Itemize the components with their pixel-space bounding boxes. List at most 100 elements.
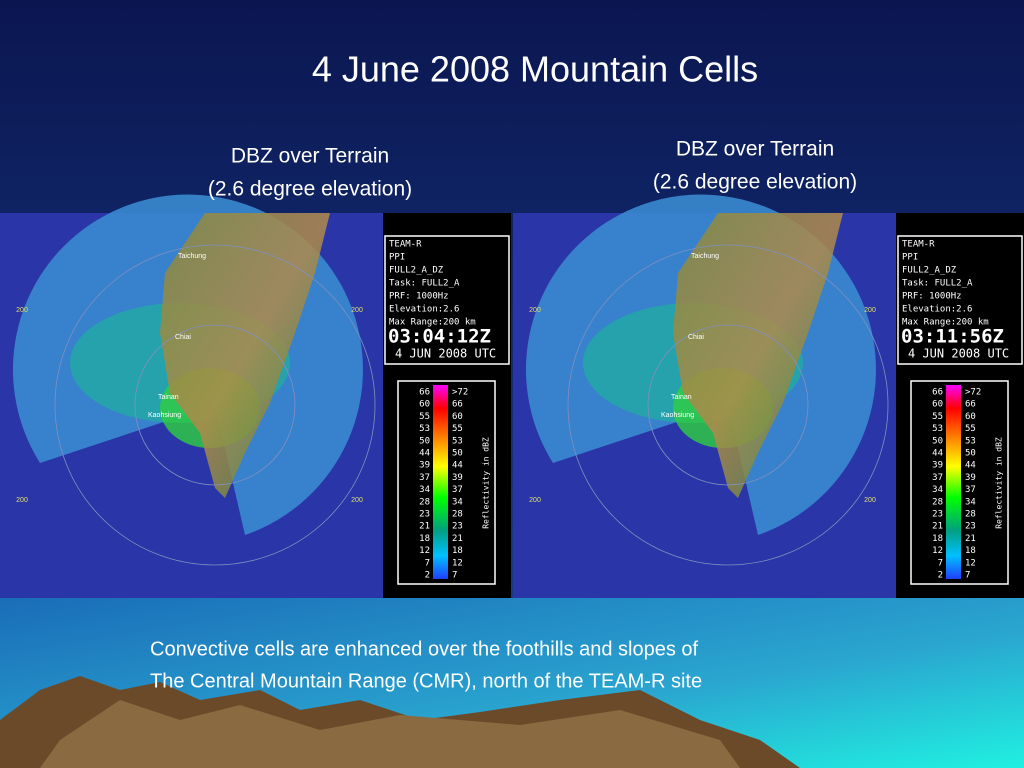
info-line: Elevation:2.6: [389, 305, 459, 315]
scale-label: 53: [965, 436, 976, 446]
scale-label: 34: [965, 497, 976, 507]
map-label: Chiai: [175, 334, 191, 341]
color-scale: [433, 385, 448, 579]
range-ring: [647, 324, 809, 486]
scale-label: 39: [419, 461, 430, 471]
range-ring: [567, 244, 889, 566]
mountains-front: [40, 700, 740, 768]
radar-panel: 200 200 200 200 Taichung Chiai Tainan Kaohsiung…: [513, 194, 1024, 598]
scale-label: 53: [932, 424, 943, 434]
info-line: Task: FULL2_A: [389, 279, 460, 289]
scale-title: Reflectivity in dBZ: [482, 437, 491, 529]
panel-caption: DBZ over Terrain: [676, 138, 834, 161]
info-line: TEAM-R: [389, 240, 422, 250]
scale-label: 21: [965, 534, 976, 544]
scale-label: 50: [965, 449, 976, 459]
scale-label: 28: [965, 510, 976, 520]
scale-label: 2: [425, 571, 430, 581]
scale-label: 23: [965, 522, 976, 532]
info-box: [384, 235, 510, 365]
scale-label: 21: [932, 522, 943, 532]
scale-label: 53: [419, 424, 430, 434]
scan-time: 03:04:12Z: [388, 326, 491, 348]
scale-label: 34: [419, 485, 430, 495]
scale-label: 37: [452, 485, 463, 495]
scale-label: 28: [932, 497, 943, 507]
scale-label: 39: [932, 461, 943, 471]
scale-label: 66: [419, 388, 430, 398]
range-ring: [134, 324, 296, 486]
map-label: Chiai: [688, 334, 704, 341]
slide-title: 4 June 2008 Mountain Cells: [312, 49, 758, 90]
scale-label: 55: [932, 412, 943, 422]
panel-caption: (2.6 degree elevation): [208, 178, 412, 201]
scale-label: 55: [419, 412, 430, 422]
scale-label: 39: [452, 473, 463, 483]
range-label: 200: [864, 307, 876, 314]
scale-label: >72: [965, 388, 981, 398]
scale-label: 53: [452, 436, 463, 446]
map-label: Tainan: [158, 394, 179, 401]
scale-title: Reflectivity in dBZ: [995, 437, 1004, 529]
info-line: Max Range:200 km: [902, 318, 989, 328]
scale-label: 60: [419, 400, 430, 410]
scale-label: 23: [419, 510, 430, 520]
scale-label: 2: [938, 571, 943, 581]
scan-date: 4 JUN 2008 UTC: [908, 347, 1009, 361]
scale-label: 12: [965, 558, 976, 568]
range-ring: [54, 244, 376, 566]
panel-caption: DBZ over Terrain: [231, 145, 389, 168]
info-line: Max Range:200 km: [389, 318, 476, 328]
range-label: 200: [529, 307, 541, 314]
terrain: [673, 213, 843, 498]
scale-label: 60: [965, 412, 976, 422]
scale-label: 37: [965, 485, 976, 495]
panel-caption: (2.6 degree elevation): [653, 171, 857, 194]
scale-label: 66: [965, 400, 976, 410]
scale-label: 12: [452, 558, 463, 568]
scale-label: 50: [419, 436, 430, 446]
scale-label: 7: [938, 558, 943, 568]
info-line: PPI: [902, 253, 918, 263]
info-line: FULL2_A_DZ: [389, 266, 444, 276]
scale-label: 37: [932, 473, 943, 483]
scale-label: 39: [965, 473, 976, 483]
scale-label: 23: [932, 510, 943, 520]
map-label: Kaohsiung: [661, 412, 694, 419]
range-label: 200: [351, 307, 363, 314]
scale-label: 7: [452, 571, 457, 581]
scale-label: 44: [965, 461, 976, 471]
map-label: Taichung: [691, 253, 719, 260]
info-line: TEAM-R: [902, 240, 935, 250]
caption-line: The Central Mountain Range (CMR), north …: [150, 670, 702, 692]
scale-label: 18: [965, 546, 976, 556]
scale-label: 7: [965, 571, 970, 581]
scan-date: 4 JUN 2008 UTC: [395, 347, 496, 361]
scale-label: 50: [932, 436, 943, 446]
range-label: 200: [529, 497, 541, 504]
map-label: Kaohsiung: [148, 412, 181, 419]
info-line: PPI: [389, 253, 405, 263]
scale-label: 18: [452, 546, 463, 556]
caption-line: Convective cells are enhanced over the f…: [150, 638, 699, 660]
scale-label: 44: [419, 449, 430, 459]
map-label: Tainan: [671, 394, 692, 401]
scale-label: 44: [932, 449, 943, 459]
info-box: [897, 235, 1023, 365]
info-line: Elevation:2.6: [902, 305, 972, 315]
scale-label: 55: [452, 424, 463, 434]
scale-label: 34: [452, 497, 463, 507]
scale-label: 12: [932, 546, 943, 556]
range-label: 200: [16, 307, 28, 314]
scale-label: 60: [932, 400, 943, 410]
scale-label: 66: [452, 400, 463, 410]
scale-label: 60: [452, 412, 463, 422]
scale-label: 18: [932, 534, 943, 544]
scale-label: 18: [419, 534, 430, 544]
range-label: 200: [351, 497, 363, 504]
scale-label: >72: [452, 388, 468, 398]
terrain: [160, 213, 330, 498]
info-line: PRF: 1000Hz: [902, 292, 962, 302]
map-label: Taichung: [178, 253, 206, 260]
